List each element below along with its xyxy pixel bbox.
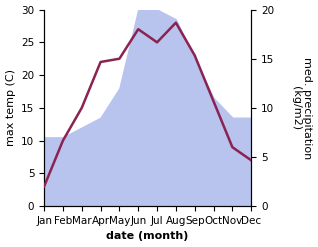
Y-axis label: med. precipitation
(kg/m2): med. precipitation (kg/m2) (291, 57, 313, 159)
X-axis label: date (month): date (month) (107, 231, 189, 242)
Y-axis label: max temp (C): max temp (C) (5, 69, 16, 146)
